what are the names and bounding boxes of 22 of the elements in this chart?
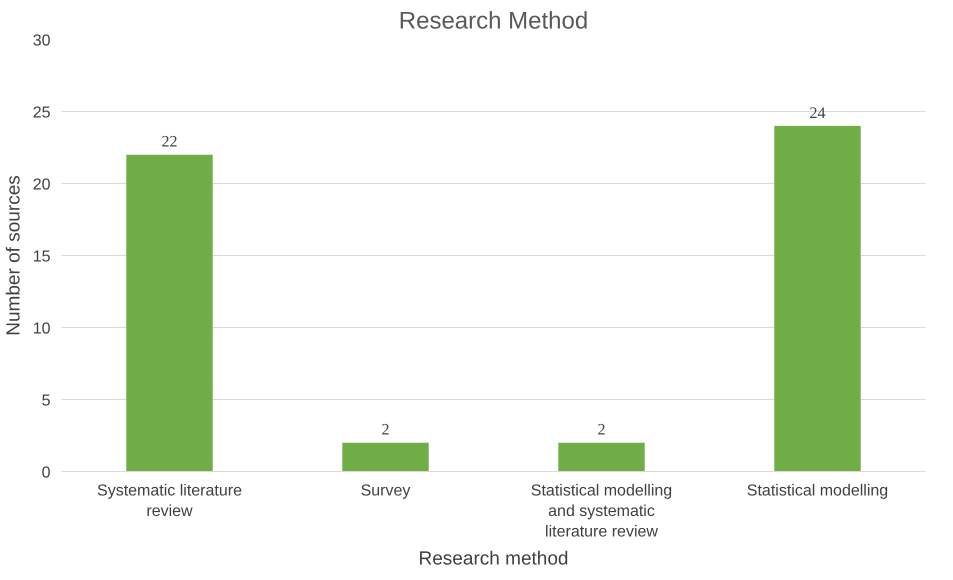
y-axis-title: Number of sources (4, 175, 25, 336)
y-tick-label: 5 (42, 392, 51, 410)
y-tick-label: 15 (32, 248, 51, 266)
x-tick-label: Statistical modelling and systematic literature review (530, 482, 672, 540)
y-tick-label: 20 (32, 176, 51, 194)
y-tick-label: 0 (42, 464, 51, 482)
chart-title: Research Method (398, 8, 588, 34)
x-tick-label: Statistical modelling (746, 482, 888, 500)
data-label: 2 (598, 422, 606, 439)
bar (126, 154, 213, 472)
x-tick-label: Survey (360, 482, 410, 500)
data-label: 24 (810, 104, 826, 122)
x-tick-label: Systematic literature review (97, 482, 242, 520)
bar (558, 442, 645, 472)
x-axis-title: Research method (418, 548, 568, 570)
y-tick-label: 25 (32, 104, 51, 122)
data-label: 2 (382, 422, 390, 439)
bar (774, 126, 861, 472)
y-tick-label: 10 (32, 320, 51, 338)
y-tick-label: 30 (32, 32, 51, 50)
bar (342, 442, 429, 472)
data-label: 22 (162, 134, 178, 151)
